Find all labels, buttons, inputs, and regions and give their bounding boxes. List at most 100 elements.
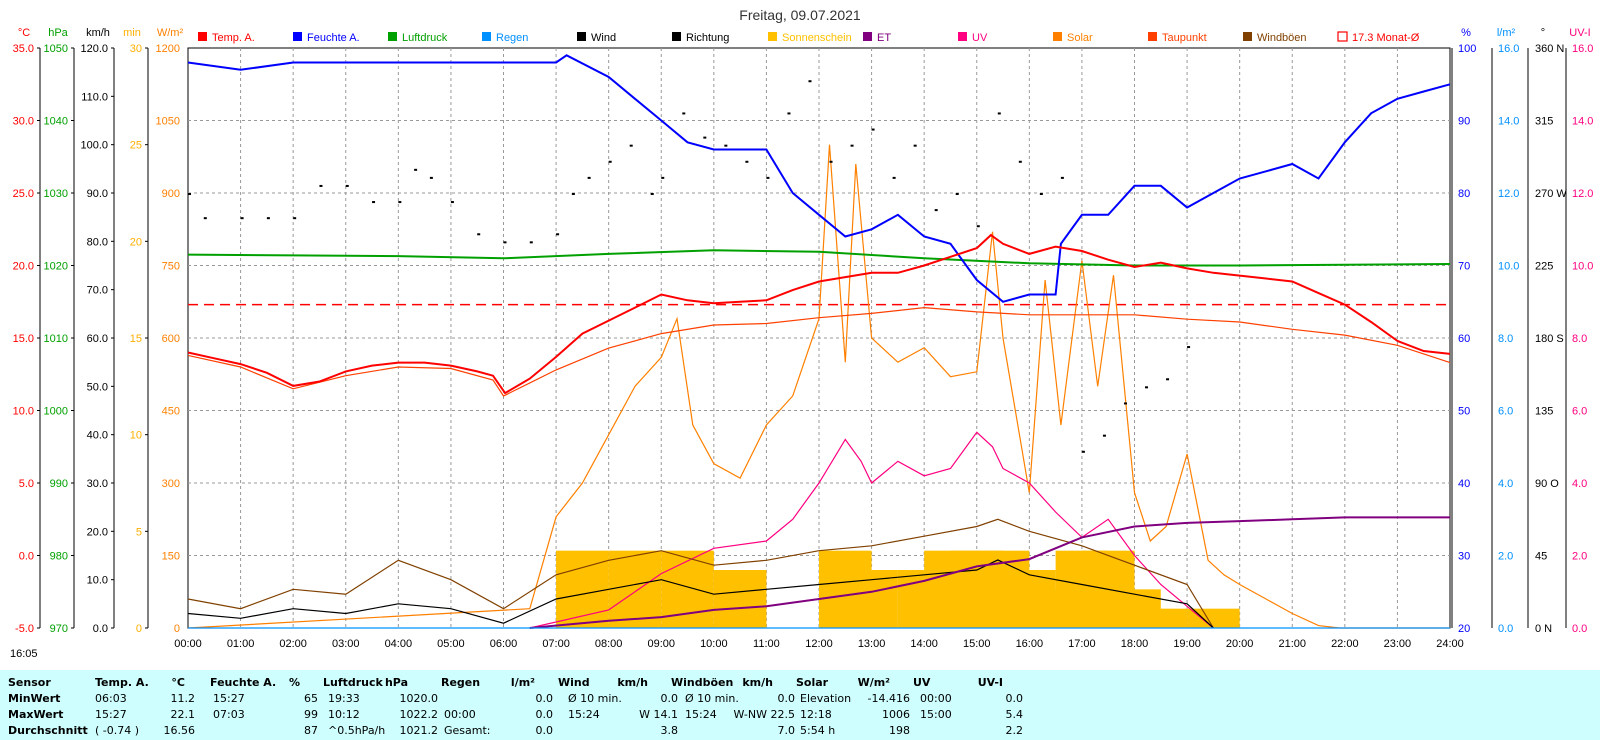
right-axis-tick: 10.0 xyxy=(1498,261,1519,273)
legend-label: Richtung xyxy=(686,32,729,44)
table-cell: 12:18 xyxy=(800,708,832,721)
direction-dot xyxy=(345,184,349,187)
table-cell: 22.1 xyxy=(170,708,196,721)
left-axis-tick: 110.0 xyxy=(81,91,108,103)
left-axis-tick: 15.0 xyxy=(13,333,34,345)
right-axis-unit: UV-I xyxy=(1569,27,1590,39)
right-axis-tick: 45 xyxy=(1535,551,1547,563)
direction-dot xyxy=(398,201,402,204)
direction-dot xyxy=(629,144,633,147)
x-tick-label: 11:00 xyxy=(753,638,780,650)
legend-label: UV xyxy=(972,32,988,44)
left-axis-tick: 120.0 xyxy=(80,43,108,55)
direction-dot xyxy=(529,241,533,244)
left-axis-tick: 15 xyxy=(130,333,142,345)
table-cell: 10:12 xyxy=(328,708,360,721)
right-axis-tick: 16.0 xyxy=(1498,43,1519,55)
left-axis-tick: 450 xyxy=(162,406,180,418)
legend-swatch xyxy=(388,32,397,41)
x-tick-label: 15:00 xyxy=(963,638,991,650)
left-axis-tick: 600 xyxy=(162,333,180,345)
direction-dot xyxy=(429,176,433,179)
left-axis-tick: 1050 xyxy=(156,116,180,128)
table-cell: 3.8 xyxy=(660,724,679,737)
direction-dot xyxy=(1166,378,1170,381)
sunshine-bar xyxy=(1187,608,1240,628)
left-axis-tick: 150 xyxy=(162,551,180,563)
legend-label: Sonnenschein xyxy=(782,32,852,44)
right-axis-tick: 100 xyxy=(1458,43,1476,55)
legend-swatch xyxy=(577,32,586,41)
legend-swatch xyxy=(1053,32,1062,41)
direction-dot xyxy=(1081,450,1085,453)
left-axis-tick: 5 xyxy=(136,526,142,538)
series-sonnenschein xyxy=(556,550,1240,628)
table-header: Windböen xyxy=(671,676,734,689)
summary-table: Sensor Temp. A. °C Feuchte A.% Luftdruck hPa R… xyxy=(0,670,1600,740)
direction-dot xyxy=(1123,402,1127,405)
x-tick-label: 17:00 xyxy=(1068,638,1096,650)
legend-label: Wind xyxy=(591,32,616,44)
table-cell: 16.56 xyxy=(163,724,196,737)
direction-dot xyxy=(808,80,812,83)
x-tick-label: 09:00 xyxy=(647,638,675,650)
direction-dot xyxy=(724,144,728,147)
table-cell: 5.4 xyxy=(1005,708,1024,721)
right-axis-tick: 270 W xyxy=(1535,188,1567,200)
legend-swatch xyxy=(1148,32,1157,41)
right-axis-tick: 2.0 xyxy=(1498,551,1513,563)
table-cell: Ø 10 min. xyxy=(685,692,739,705)
x-tick-label: 08:00 xyxy=(595,638,623,650)
table-cell: 15:27 xyxy=(95,708,127,721)
table-header: °C xyxy=(171,676,185,689)
left-axis-tick: 1050 xyxy=(44,43,68,55)
series-uv xyxy=(529,431,1214,629)
left-axis-tick: 300 xyxy=(162,478,180,490)
right-axis-tick: 8.0 xyxy=(1572,333,1587,345)
series xyxy=(187,54,1451,629)
right-axis-tick: 6.0 xyxy=(1498,406,1513,418)
table-cell: 0.0 xyxy=(1005,692,1024,705)
series-richtung xyxy=(188,80,1191,453)
direction-dot xyxy=(787,112,791,115)
table-cell: 87 xyxy=(304,724,318,737)
legend-label: Regen xyxy=(496,32,528,44)
direction-dot xyxy=(1060,176,1064,179)
direction-dot xyxy=(766,176,770,179)
left-axis-tick: 1010 xyxy=(44,333,68,345)
right-axis-tick: 225 xyxy=(1535,261,1553,273)
legend-label: Temp. A. xyxy=(212,32,255,44)
direction-dot xyxy=(414,168,418,171)
table-cell: 19:33 xyxy=(328,692,360,705)
left-axis-tick: 30 xyxy=(130,43,142,55)
left-axis-tick: 1020 xyxy=(44,261,68,273)
left-axis-tick: 10.0 xyxy=(13,406,34,418)
right-axis-tick: 2.0 xyxy=(1572,551,1587,563)
x-tick-label: 22:00 xyxy=(1331,638,1359,650)
table-header: Feuchte A. xyxy=(210,676,277,689)
direction-dot xyxy=(871,128,875,131)
left-axis-unit: W/m² xyxy=(157,27,184,39)
x-tick-label: 01:00 xyxy=(227,638,255,650)
direction-dot xyxy=(450,201,454,204)
table-header: W/m² xyxy=(857,676,890,689)
table-cell: 06:03 xyxy=(95,692,127,705)
left-axis-tick: 0 xyxy=(174,623,180,635)
left-axis-tick: 1030 xyxy=(44,188,68,200)
table-cell: 11.2 xyxy=(170,692,196,705)
right-axis-tick: 12.0 xyxy=(1572,188,1593,200)
right-axis-tick: 180 S xyxy=(1535,333,1564,345)
left-axis-tick: 60.0 xyxy=(87,333,108,345)
right-axis-tick: 14.0 xyxy=(1572,116,1593,128)
legend-swatch xyxy=(863,32,872,41)
x-tick-label: 14:00 xyxy=(910,638,938,650)
x-tick-label: 05:00 xyxy=(437,638,465,650)
series-windb-en xyxy=(187,518,1214,629)
left-axis-tick: 50.0 xyxy=(87,381,108,393)
table-cell: 15:24 xyxy=(568,708,600,721)
right-axis-unit: ° xyxy=(1541,27,1545,39)
right-axis-tick: 0 N xyxy=(1535,623,1552,635)
left-axis-tick: 1040 xyxy=(44,116,68,128)
legend-swatch xyxy=(293,32,302,41)
x-tick-label: 06:00 xyxy=(490,638,518,650)
